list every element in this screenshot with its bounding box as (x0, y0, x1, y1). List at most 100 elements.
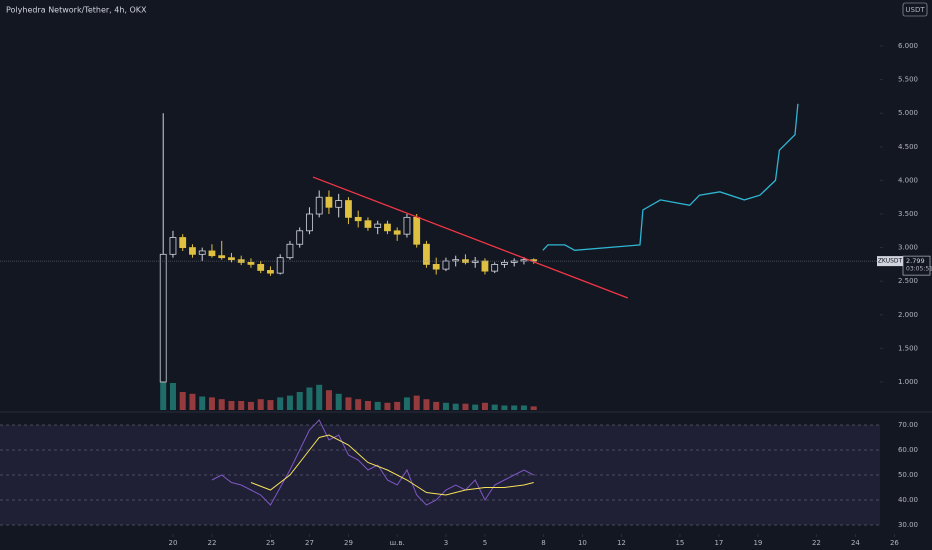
y-tick-label: 70.00 (898, 421, 918, 429)
volume-bar (218, 399, 225, 410)
volume-bar (423, 399, 430, 410)
symbol-box (877, 256, 903, 267)
volume-bar (374, 401, 381, 410)
y-tick-label: 3.000 (898, 244, 918, 252)
y-tick-label: 2.500 (898, 277, 918, 285)
candle-body (374, 223, 382, 228)
volume-bar (316, 384, 323, 410)
candle-body (179, 237, 187, 248)
currency[interactable]: USDT (905, 6, 925, 14)
x-tick-label: 5 (483, 539, 487, 547)
x-tick-label: 22 (812, 539, 821, 547)
y-tick-label: 1.500 (898, 344, 918, 352)
volume-bar (364, 401, 371, 410)
volume-bar (238, 401, 245, 410)
volume-bar (501, 405, 508, 410)
volume-bar (208, 397, 215, 410)
volume-bar (403, 397, 410, 410)
candle-body (432, 263, 440, 270)
volume-bar (394, 401, 401, 410)
volume-bar (472, 404, 479, 410)
volume-bar (511, 405, 518, 410)
candle-body (198, 250, 206, 255)
volume-bar (247, 401, 254, 410)
candle-body (296, 230, 304, 245)
candle-body (364, 220, 372, 228)
candle-body (462, 259, 469, 263)
x-tick-label: 27 (305, 539, 314, 547)
volume-bar (286, 395, 293, 410)
x-tick-label: 26 (890, 539, 899, 547)
candle-body (257, 263, 265, 271)
candle-body (354, 216, 362, 222)
y-tick-label: 2.000 (898, 311, 918, 319)
candle-body (159, 253, 167, 383)
volume-bar (452, 403, 459, 410)
candle-body (237, 259, 245, 263)
y-tick-label: 40.00 (898, 496, 918, 504)
y-tick-label: 3.500 (898, 210, 918, 218)
candle-body (403, 216, 411, 235)
candle-body (276, 257, 284, 274)
x-tick-label: 20 (168, 539, 177, 547)
x-tick-label: 15 (675, 539, 684, 547)
candle-body (481, 260, 489, 272)
candle-body (501, 261, 508, 265)
volume-bar (520, 405, 527, 410)
x-tick-label: 29 (344, 539, 353, 547)
price-box (902, 255, 931, 276)
candle-body (189, 247, 196, 255)
volume-bar (228, 401, 235, 410)
volume-bar (277, 397, 284, 410)
y-tick-label: 4.000 (898, 176, 918, 184)
symbol-label: ZKUSDT (878, 258, 903, 265)
volume-bar (199, 396, 206, 410)
candle-body (208, 250, 216, 257)
annotation-line (542, 103, 799, 251)
volume-bar (442, 402, 449, 410)
candle-body (315, 196, 323, 215)
countdown-label: 03:05:51 (906, 266, 932, 273)
y-tick-label: 4.500 (898, 143, 918, 151)
candle-body (442, 260, 450, 270)
y-tick-label: 5.500 (898, 76, 918, 84)
x-tick-label: 10 (578, 539, 587, 547)
candle-body (247, 261, 255, 265)
candle-body (384, 223, 391, 232)
y-tick-label: 5.000 (898, 109, 918, 117)
candle-body (325, 196, 333, 208)
volume-bar (296, 392, 303, 410)
x-tick-label: 19 (753, 539, 762, 547)
currency-box[interactable] (902, 2, 928, 17)
volume-bar (267, 400, 274, 410)
candle-body (306, 213, 313, 232)
x-tick-label: 24 (851, 539, 860, 547)
price-label: 2.799 (906, 257, 925, 265)
annotation-line (312, 176, 629, 299)
volume-bar (345, 397, 352, 410)
y-tick-label: 1.000 (898, 378, 918, 386)
candle-body (520, 259, 528, 262)
candle-body (228, 257, 235, 261)
candle-body (413, 216, 421, 245)
volume-bar (325, 390, 332, 410)
x-tick-label: 8 (541, 539, 545, 547)
chart-title: Polyhedra Network/Tether, 4h, OKX (6, 6, 147, 15)
candle-body (169, 237, 177, 255)
volume-bar (306, 387, 313, 410)
x-tick-label: ш.в. (390, 539, 405, 547)
candle-body (423, 243, 430, 265)
volume-bar (257, 399, 264, 410)
x-tick-label: 22 (207, 539, 216, 547)
volume-bar (481, 402, 488, 410)
x-tick-label: 3 (444, 539, 448, 547)
candle-body (471, 260, 479, 263)
x-tick-label: 25 (266, 539, 275, 547)
x-tick-label: 17 (714, 539, 723, 547)
volume-bar (491, 404, 498, 410)
candle-body (491, 263, 499, 272)
y-tick-label: 50.00 (898, 471, 918, 479)
